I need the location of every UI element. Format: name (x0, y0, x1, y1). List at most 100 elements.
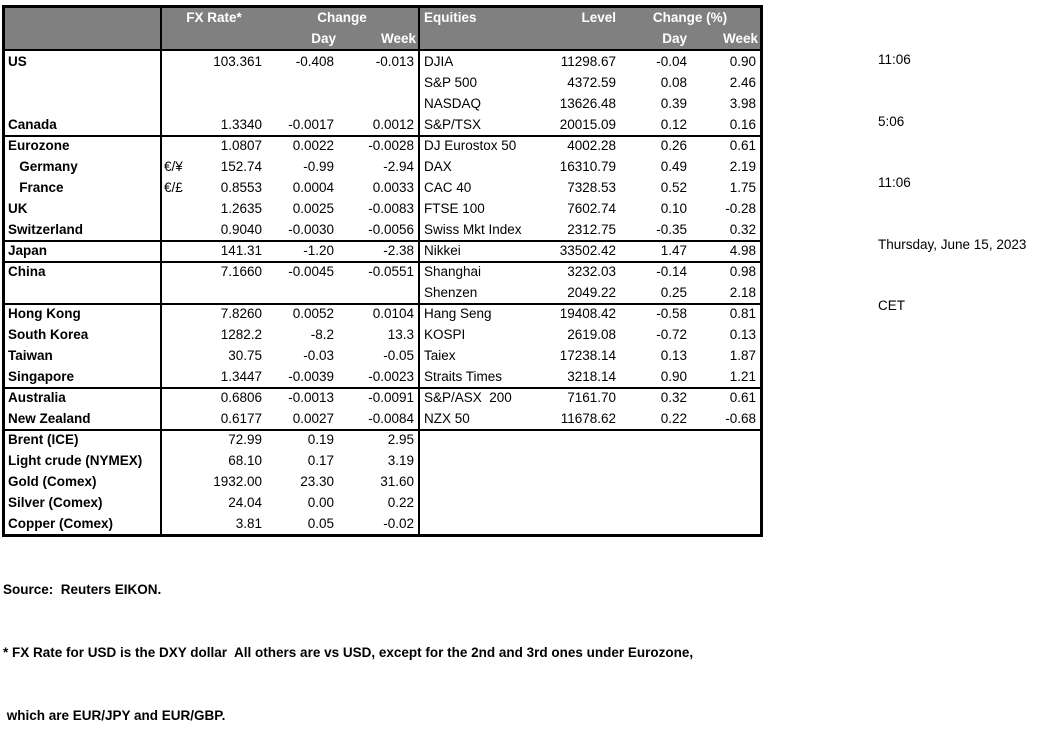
equity-change-day-cell: 0.10 (660, 201, 687, 216)
equity-level-cell: 7328.53 (567, 180, 616, 195)
fx-table-row: Taiwan 30.75 -0.03 -0.05 (5, 345, 418, 366)
fx-table-row: France €/£ 0.8553 0.0004 0.0033 (5, 177, 418, 198)
fx-change-day-cell: 0.0027 (292, 411, 334, 426)
fx-pair-symbol-cell (160, 72, 186, 93)
fx-change-week-cell: 0.0033 (372, 180, 414, 195)
fx-table-row: US 103.361 -0.408 -0.013 (5, 51, 418, 72)
equity-index-cell: Hang Seng (424, 306, 492, 321)
equity-change-day-cell (620, 450, 689, 471)
equity-change-week-cell: 1.75 (729, 180, 756, 195)
equities-table-row: Hang Seng 19408.42 -0.58 0.81 (420, 303, 760, 324)
fx-table-row: Japan 141.31 -1.20 -2.38 (5, 240, 418, 261)
fx-pair-symbol-cell (160, 282, 186, 303)
fx-pair-symbol-cell (160, 137, 186, 156)
fx-change-week-cell: -0.02 (383, 516, 414, 531)
equity-change-week-cell (689, 513, 760, 534)
fx-pair-symbol-cell (160, 242, 186, 261)
fx-rate-cell: 1.0807 (220, 138, 262, 153)
fx-table-row: South Korea 1282.2 -8.2 13.3 (5, 324, 418, 345)
timestamp-local: 11:06 (878, 52, 911, 67)
fx-table-row: Singapore 1.3447 -0.0039 -0.0023 (5, 366, 418, 387)
fx-change-day-cell: 0.00 (307, 495, 334, 510)
equity-index-cell: NZX 50 (424, 411, 470, 426)
fx-pair-symbol-cell (160, 471, 186, 492)
fx-header-rate: FX Rate* (160, 8, 266, 28)
fx-rate-cell: 7.1660 (220, 264, 262, 279)
equity-change-week-cell: 1.21 (729, 369, 756, 384)
timestamp-block: 11:06 5:06 11:06 Thursday, June 15, 2023… (878, 9, 1026, 337)
equity-index-cell: CAC 40 (424, 180, 472, 195)
fx-change-day-cell: 0.17 (307, 453, 334, 468)
equity-index-cell (420, 471, 550, 492)
equities-table-row: NASDAQ 13626.48 0.39 3.98 (420, 93, 760, 114)
fx-change-week-cell: -0.0056 (368, 222, 414, 237)
fx-pair-symbol-cell (160, 366, 186, 387)
fx-country-cell: New Zealand (8, 411, 91, 426)
equity-index-cell: DAX (424, 159, 452, 174)
fx-country-cell: Canada (8, 117, 57, 132)
equity-level-cell: 2049.22 (567, 285, 616, 300)
fx-rate-cell: 141.31 (220, 243, 262, 258)
equity-change-week-cell: 2.46 (729, 75, 756, 90)
fx-table-header: FX Rate* Change Day Week (5, 8, 418, 51)
fx-rate-cell: 103.361 (213, 54, 262, 69)
fx-country-cell: Switzerland (8, 222, 84, 237)
equity-index-cell (420, 492, 550, 513)
equities-table-row (420, 429, 760, 450)
equities-header-name: Equities (424, 10, 477, 25)
equity-index-cell: Shanghai (424, 264, 482, 279)
fx-rate-cell: 30.75 (228, 348, 262, 363)
fx-rate-cell (186, 93, 266, 114)
fx-pair-symbol-cell (160, 114, 186, 135)
fx-country-cell: Australia (8, 390, 66, 405)
equity-change-day-cell (620, 471, 689, 492)
equity-change-week-cell: 2.19 (729, 159, 756, 174)
fx-rate-cell: 1932.00 (213, 474, 262, 489)
equity-index-cell: KOSPI (424, 327, 466, 342)
fx-country-cell: Taiwan (8, 348, 53, 363)
fx-change-day-cell (266, 282, 336, 303)
equity-change-week-cell: 1.87 (729, 348, 756, 363)
equity-index-cell: S&P/TSX (424, 117, 482, 132)
fx-table-row: Copper (Comex) 3.81 0.05 -0.02 (5, 513, 418, 534)
fx-change-week-cell: 2.95 (387, 432, 414, 447)
fx-country-cell: Brent (ICE) (8, 432, 79, 447)
fx-rate-cell: 0.9040 (220, 222, 262, 237)
fx-pair-symbol-cell (160, 450, 186, 471)
equity-change-week-cell: 3.98 (729, 96, 756, 111)
fx-pair-symbol-cell: €/¥ (160, 156, 186, 177)
equity-change-day-cell: 0.26 (660, 138, 687, 153)
fx-rate-cell (186, 282, 266, 303)
fx-country-cell: UK (8, 201, 28, 216)
fx-pair-symbol-cell (160, 408, 186, 429)
fx-change-week-cell: -0.013 (375, 54, 414, 69)
fx-header-row-2: Day Week (5, 28, 418, 49)
fx-header-spacer-2 (5, 28, 160, 49)
equities-header-change: Change (%) (652, 10, 728, 25)
equity-level-cell: 7161.70 (567, 390, 616, 405)
equity-change-day-cell (620, 513, 689, 534)
equity-index-cell: S&P 500 (424, 75, 478, 90)
fx-country-cell: Eurozone (8, 138, 70, 153)
fx-header-row-1: FX Rate* Change (5, 8, 418, 28)
equity-index-cell: Taiex (424, 348, 456, 363)
equity-change-day-cell: 0.22 (660, 411, 687, 426)
fx-change-week-cell: -2.38 (383, 243, 414, 258)
fx-table-row: Hong Kong 7.8260 0.0052 0.0104 (5, 303, 418, 324)
equities-table-row: KOSPI 2619.08 -0.72 0.13 (420, 324, 760, 345)
fx-header-rate-spacer (160, 28, 266, 49)
fx-rate-cell: 24.04 (228, 495, 262, 510)
fx-pair-symbol-cell (160, 305, 186, 324)
equity-index-cell (420, 431, 550, 450)
fx-change-week-cell: 31.60 (380, 474, 414, 489)
equities-header-row-1: Equities Level Change (%) (420, 8, 760, 28)
fx-rate-cell: 0.8553 (220, 180, 262, 195)
equity-level-cell: 13626.48 (559, 96, 616, 111)
equity-change-week-cell: 2.18 (729, 285, 756, 300)
equity-index-cell: Nikkei (424, 243, 461, 258)
fx-change-day-cell: 0.0022 (292, 138, 334, 153)
equity-index-cell: S&P/ASX 200 (424, 390, 512, 405)
source-line: Source: Reuters EIKON. (3, 582, 162, 597)
fx-pair-symbol-cell (160, 431, 186, 450)
equities-table-header: Equities Level Change (%) Day Week (420, 8, 760, 51)
